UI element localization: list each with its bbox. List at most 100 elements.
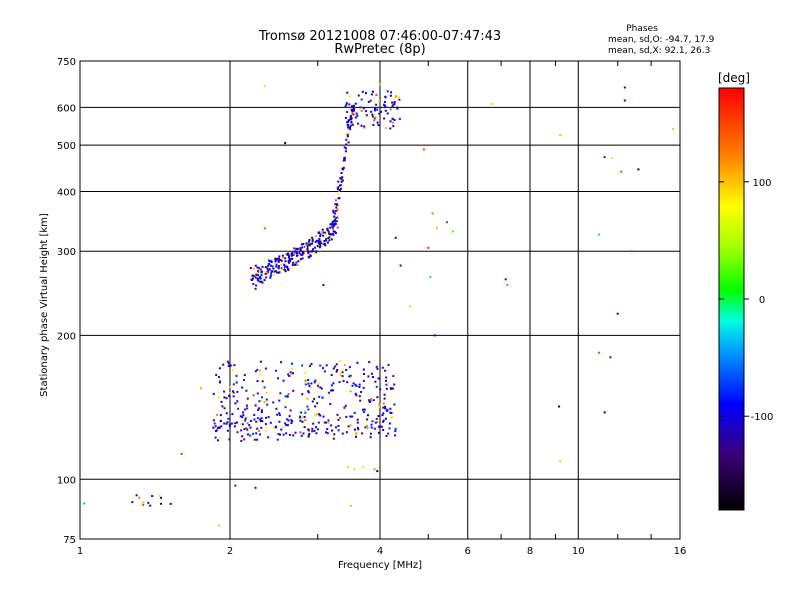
data-point	[301, 251, 304, 254]
data-point	[232, 395, 235, 398]
data-point	[387, 363, 390, 366]
data-point	[384, 127, 387, 130]
data-point	[391, 104, 394, 107]
data-point	[368, 361, 371, 364]
data-point	[287, 252, 290, 255]
data-point	[374, 421, 377, 424]
colorbar-label: [deg]	[718, 71, 750, 85]
data-point	[337, 425, 340, 427]
data-point	[319, 235, 322, 237]
data-point	[258, 270, 261, 273]
data-point	[351, 123, 354, 126]
y-tick-label: 600	[57, 103, 76, 114]
data-point	[609, 356, 612, 359]
data-point	[277, 377, 279, 380]
data-point	[341, 375, 344, 378]
data-point	[371, 115, 374, 118]
data-point	[254, 276, 257, 279]
data-point	[396, 106, 399, 109]
data-point	[422, 148, 425, 151]
data-point	[317, 239, 320, 242]
data-point	[393, 101, 396, 103]
phase-stats-o: mean, sd,O: -94.7, 17.9	[608, 35, 715, 45]
data-point	[630, 250, 633, 253]
data-point	[326, 428, 329, 431]
data-point	[383, 407, 386, 410]
data-point	[332, 227, 334, 230]
data-point	[261, 420, 264, 423]
data-point	[342, 380, 345, 382]
data-point	[233, 364, 236, 367]
data-point	[330, 424, 333, 427]
data-point	[367, 414, 369, 417]
data-point	[363, 125, 366, 128]
data-point	[385, 379, 388, 382]
data-point	[375, 103, 378, 106]
data-point	[345, 369, 348, 371]
data-point	[284, 253, 287, 256]
y-tick-label: 500	[57, 141, 76, 152]
data-point	[253, 275, 256, 278]
data-point	[356, 361, 359, 364]
x-tick-label: 1	[77, 546, 83, 557]
data-point	[264, 367, 267, 370]
data-point	[236, 421, 238, 424]
data-point	[299, 415, 301, 418]
phase-stats-header: Phases	[626, 24, 658, 34]
data-point	[284, 257, 287, 260]
data-point	[353, 468, 356, 471]
data-point	[620, 170, 623, 173]
data-point	[251, 274, 254, 277]
data-point	[316, 384, 319, 387]
data-point	[267, 416, 270, 419]
data-point	[353, 411, 356, 414]
data-point	[311, 430, 314, 433]
data-point	[293, 253, 296, 256]
data-point	[263, 386, 266, 389]
data-point	[212, 392, 215, 395]
data-point	[260, 411, 263, 414]
data-point	[268, 259, 270, 262]
data-point	[337, 429, 340, 432]
data-point	[451, 230, 454, 233]
data-point	[304, 246, 307, 249]
data-point	[356, 114, 359, 117]
data-point	[349, 374, 352, 377]
data-point	[243, 438, 246, 441]
data-point	[311, 238, 314, 241]
data-point	[433, 334, 436, 337]
data-point	[282, 433, 285, 436]
data-point	[290, 254, 293, 257]
data-point	[346, 381, 349, 384]
data-point	[241, 416, 244, 419]
data-point	[245, 389, 248, 392]
data-point	[315, 235, 317, 238]
data-point	[332, 230, 335, 233]
data-point	[328, 236, 331, 239]
data-point	[253, 414, 256, 416]
data-point	[337, 186, 340, 189]
data-point	[243, 374, 246, 377]
data-point	[301, 246, 304, 249]
data-point	[286, 395, 289, 398]
data-point	[358, 383, 361, 386]
data-point	[235, 374, 238, 377]
data-point	[317, 413, 320, 416]
data-point	[342, 168, 344, 171]
data-point	[169, 502, 172, 505]
data-point	[274, 259, 277, 262]
data-point	[254, 287, 257, 290]
data-point	[258, 400, 261, 403]
data-point	[287, 269, 290, 272]
data-point	[349, 117, 352, 120]
data-point	[234, 422, 237, 425]
data-point	[259, 433, 262, 436]
data-point	[275, 263, 278, 266]
data-point	[306, 246, 309, 249]
data-point	[349, 115, 352, 117]
data-point	[131, 501, 134, 504]
data-point	[332, 211, 335, 214]
data-point	[249, 267, 252, 269]
data-point	[335, 426, 337, 429]
data-point	[356, 426, 359, 429]
